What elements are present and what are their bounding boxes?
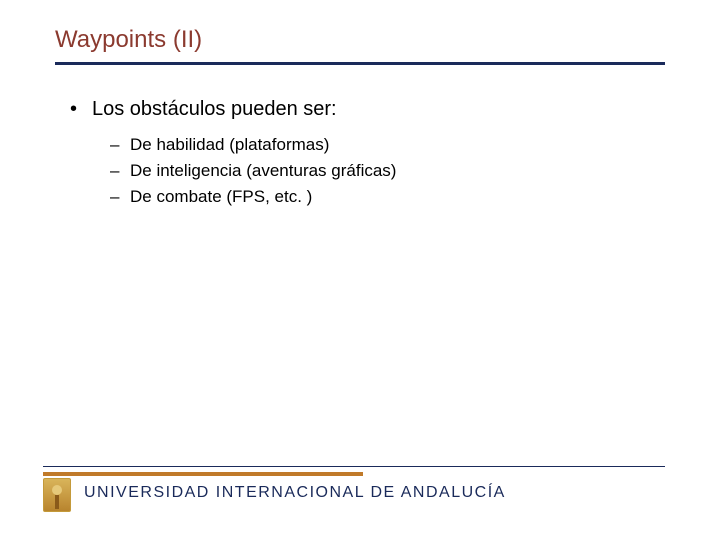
sub-bullet-text: De habilidad (plataformas): [130, 133, 329, 157]
bullet-level-1: • Los obstáculos pueden ser:: [70, 95, 660, 123]
bullet-level-2: – De combate (FPS, etc. ): [110, 185, 660, 209]
title-rule: [55, 62, 665, 65]
content: • Los obstáculos pueden ser: – De habili…: [70, 95, 660, 211]
bullet-level-2: – De habilidad (plataformas): [110, 133, 660, 157]
bullet-dash-icon: –: [110, 185, 130, 209]
bullet-text: Los obstáculos pueden ser:: [92, 95, 337, 123]
bullet-level-2: – De inteligencia (aventuras gráficas): [110, 159, 660, 183]
university-logo-icon: [43, 478, 71, 512]
footer-accent: [43, 472, 363, 476]
sub-bullet-text: De inteligencia (aventuras gráficas): [130, 159, 396, 183]
footer: UNIVERSIDAD INTERNACIONAL DE ANDALUCÍA: [0, 466, 720, 508]
footer-rule: [43, 466, 665, 467]
bullet-dash-icon: –: [110, 159, 130, 183]
sub-bullet-text: De combate (FPS, etc. ): [130, 185, 312, 209]
bullet-dot-icon: •: [70, 95, 92, 123]
title-block: Waypoints (II): [55, 26, 665, 65]
footer-text: UNIVERSIDAD INTERNACIONAL DE ANDALUCÍA: [84, 484, 506, 502]
bullet-dash-icon: –: [110, 133, 130, 157]
slide-title: Waypoints (II): [55, 26, 665, 62]
slide: Waypoints (II) • Los obstáculos pueden s…: [0, 0, 720, 540]
sub-list: – De habilidad (plataformas) – De inteli…: [110, 133, 660, 209]
